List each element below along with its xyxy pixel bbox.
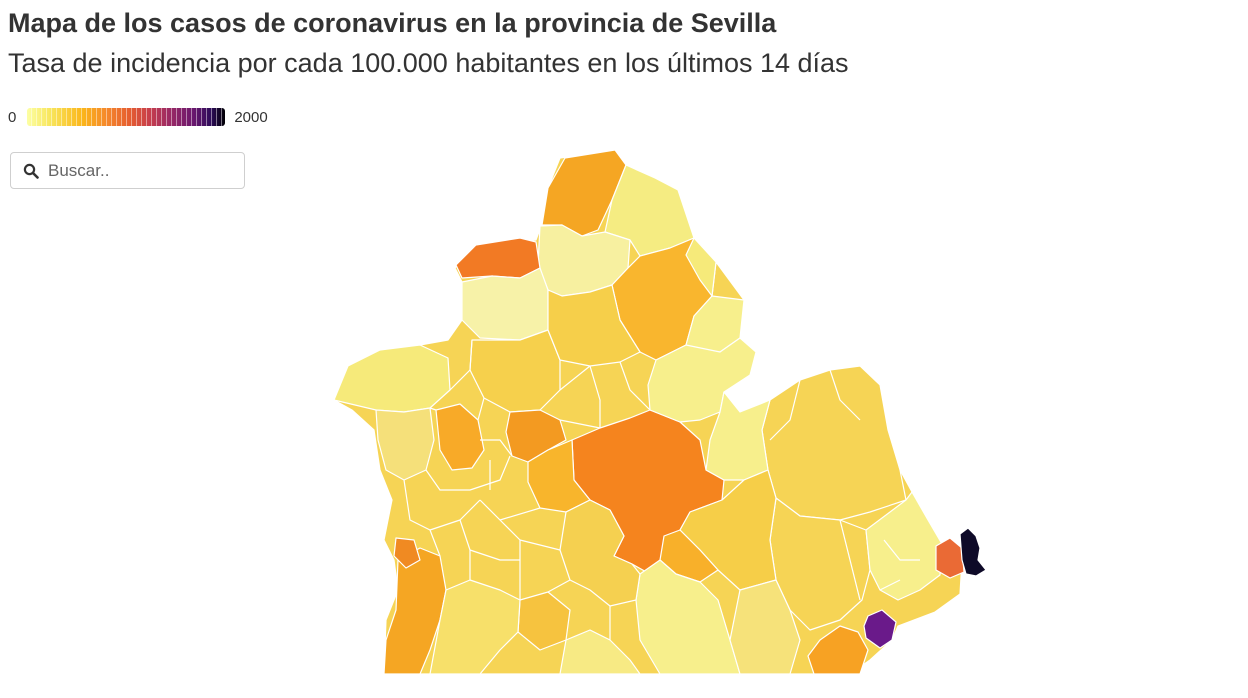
municipality-se-purple xyxy=(863,609,897,649)
municipality-nw-orange xyxy=(541,149,627,237)
legend-color-scale xyxy=(27,108,226,126)
municipality-sw-yellow xyxy=(429,579,521,675)
municipality-center-north xyxy=(547,284,641,367)
municipality-south-pale-2 xyxy=(729,579,801,675)
search-input[interactable] xyxy=(48,160,228,181)
municipality-borders xyxy=(403,339,920,640)
legend-min-label: 0 xyxy=(8,108,17,126)
color-legend: 0 2000 xyxy=(8,106,268,128)
municipality-center-west xyxy=(469,329,561,413)
municipality-east-darkest xyxy=(959,527,987,577)
municipality-ne-pale-2 xyxy=(685,237,717,297)
municipality-east-orange-red xyxy=(935,537,965,579)
municipality-east-large xyxy=(761,365,907,521)
search-icon xyxy=(23,163,39,179)
legend-max-label: 2000 xyxy=(234,108,268,126)
municipality-bottom-se-orange xyxy=(807,625,869,675)
municipality-wc-orange-1 xyxy=(435,403,485,471)
municipality-sw-orange xyxy=(393,537,421,569)
search-box[interactable] xyxy=(10,152,245,189)
municipality-far-west xyxy=(333,344,451,413)
municipality-sw-strip xyxy=(383,547,447,675)
map-title: Mapa de los casos de coronavirus en la p… xyxy=(8,8,777,38)
municipality-west-orange xyxy=(455,237,541,279)
municipality-se-pale xyxy=(865,491,943,601)
municipality-south-mid xyxy=(559,629,641,675)
map-subtitle: Tasa de incidencia por cada 100.000 habi… xyxy=(8,48,849,78)
